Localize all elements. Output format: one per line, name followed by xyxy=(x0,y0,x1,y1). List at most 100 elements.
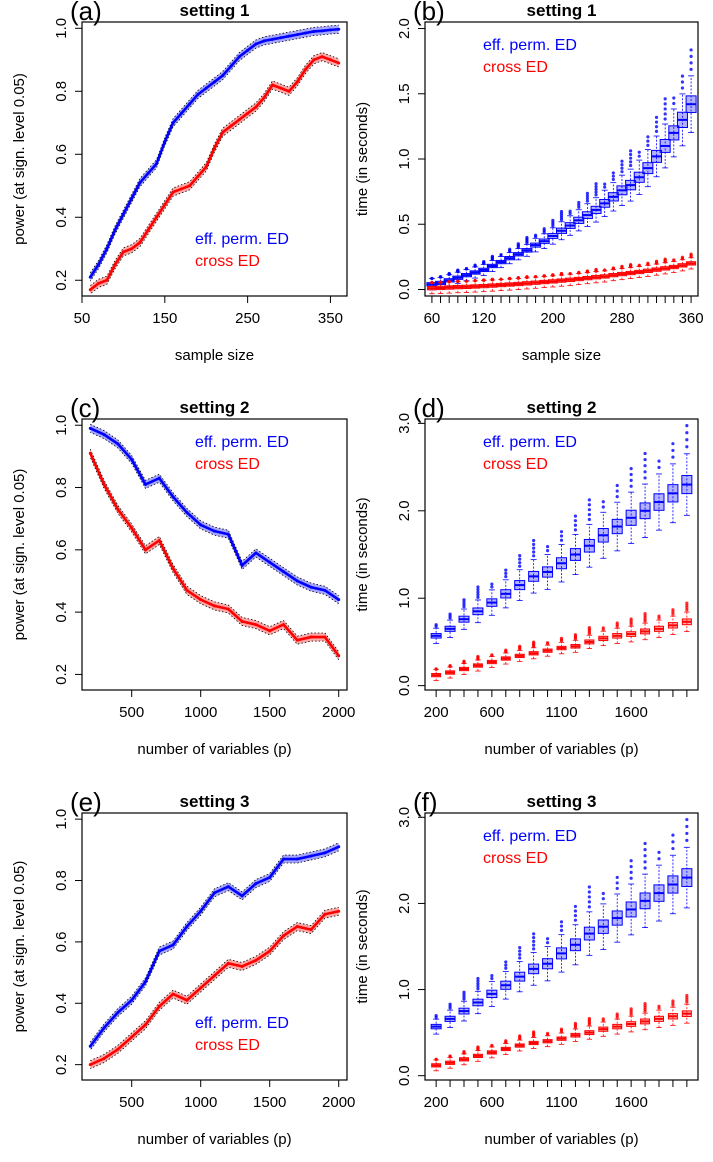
data-point xyxy=(328,28,332,32)
y-tick-label: 0.0 xyxy=(396,279,413,300)
outlier-point xyxy=(663,107,667,111)
data-point xyxy=(240,619,244,623)
outlier-point xyxy=(476,987,480,991)
outlier-point xyxy=(585,196,590,201)
outlier-point xyxy=(559,924,564,928)
box-marker xyxy=(625,859,637,936)
data-point xyxy=(185,510,189,514)
box-marker xyxy=(612,621,623,644)
upper-bound-line xyxy=(89,842,339,1043)
data-point xyxy=(309,928,313,932)
data-point xyxy=(199,986,203,990)
box-marker xyxy=(514,1034,525,1052)
outlier-point xyxy=(462,990,466,994)
outlier-point xyxy=(587,625,591,630)
outlier-point xyxy=(643,470,647,474)
y-tick-label: 1.0 xyxy=(53,18,70,39)
outlier-point xyxy=(587,900,591,904)
outlier-point xyxy=(689,67,693,71)
data-point xyxy=(254,105,258,109)
outlier-point xyxy=(462,995,466,999)
outlier-point xyxy=(476,654,480,659)
box-marker xyxy=(495,252,507,269)
box-marker xyxy=(460,266,472,282)
outlier-point xyxy=(532,538,536,543)
outlier-point xyxy=(646,143,650,147)
box-marker xyxy=(469,263,481,279)
box-marker xyxy=(639,841,651,929)
y-tick-label: 0.4 xyxy=(53,602,70,623)
outlier-point xyxy=(532,550,536,554)
box-marker xyxy=(569,904,581,966)
box-marker xyxy=(599,182,611,217)
data-point xyxy=(138,181,142,185)
outlier-point xyxy=(646,139,650,143)
outlier-point xyxy=(476,593,480,597)
box-marker xyxy=(452,279,463,294)
data-point xyxy=(312,58,316,62)
box-marker xyxy=(681,993,692,1024)
box-marker xyxy=(642,261,653,277)
outlier-point xyxy=(518,554,522,558)
legend-entry: eff. perm. ED xyxy=(195,1015,289,1032)
outlier-point xyxy=(643,860,647,864)
box-marker xyxy=(486,582,498,616)
outlier-point xyxy=(573,528,578,532)
x-tick-label: 250 xyxy=(235,310,260,327)
legend-entry: eff. perm. ED xyxy=(195,231,289,248)
data-point xyxy=(143,1023,147,1027)
outlier-point xyxy=(629,1007,633,1011)
outlier-point xyxy=(476,585,480,589)
outlier-point xyxy=(654,125,659,129)
outlier-point xyxy=(689,252,693,256)
outlier-point xyxy=(629,467,633,471)
data-point xyxy=(240,964,244,968)
y-tick-label: 0.5 xyxy=(396,214,413,235)
outlier-point xyxy=(532,546,536,550)
data-point xyxy=(138,240,142,244)
y-axis-label: power (at sign. level 0.05) xyxy=(11,469,28,641)
outlier-point xyxy=(671,448,675,453)
box-marker xyxy=(565,271,576,286)
outlier-point xyxy=(663,97,667,101)
panel-title: setting 1 xyxy=(527,1,597,20)
outlier-point xyxy=(532,932,536,936)
outlier-point xyxy=(685,838,689,842)
data-point xyxy=(309,854,313,858)
x-tick-label: 1100 xyxy=(545,1094,577,1111)
x-tick-label: 600 xyxy=(479,1094,504,1111)
outlier-point xyxy=(671,608,675,612)
outlier-point xyxy=(434,1014,438,1018)
x-tick-label: 1600 xyxy=(614,1094,647,1111)
x-tick-label: 1500 xyxy=(253,704,286,721)
outlier-point xyxy=(476,981,480,986)
y-tick-label: 1.5 xyxy=(396,83,413,104)
data-point xyxy=(254,958,258,962)
data-point xyxy=(179,187,183,191)
box-marker xyxy=(472,654,483,672)
data-point xyxy=(213,891,216,895)
outlier-point xyxy=(559,1027,564,1031)
outlier-point xyxy=(585,199,590,203)
box-marker xyxy=(634,263,645,278)
panel-e: (e) setting 3 number of variables (p) po… xyxy=(11,787,355,1148)
outlier-point xyxy=(629,870,633,874)
outlier-point xyxy=(603,185,607,189)
outlier-point xyxy=(448,664,452,668)
x-axis-label: number of variables (p) xyxy=(137,741,291,758)
data-point xyxy=(113,263,117,267)
outlier-point xyxy=(532,947,536,951)
outlier-point xyxy=(672,101,676,106)
outlier-point xyxy=(663,102,667,106)
box-marker xyxy=(681,424,693,516)
x-tick-label: 60 xyxy=(424,310,441,327)
data-point xyxy=(287,34,291,38)
data-point xyxy=(121,250,125,254)
outlier-point xyxy=(672,96,676,100)
outlier-point xyxy=(685,824,689,829)
y-tick-label: 1.0 xyxy=(396,588,413,609)
box-marker xyxy=(556,636,567,655)
data-point xyxy=(171,567,175,571)
outlier-point xyxy=(462,659,466,663)
data-point xyxy=(102,1026,106,1030)
